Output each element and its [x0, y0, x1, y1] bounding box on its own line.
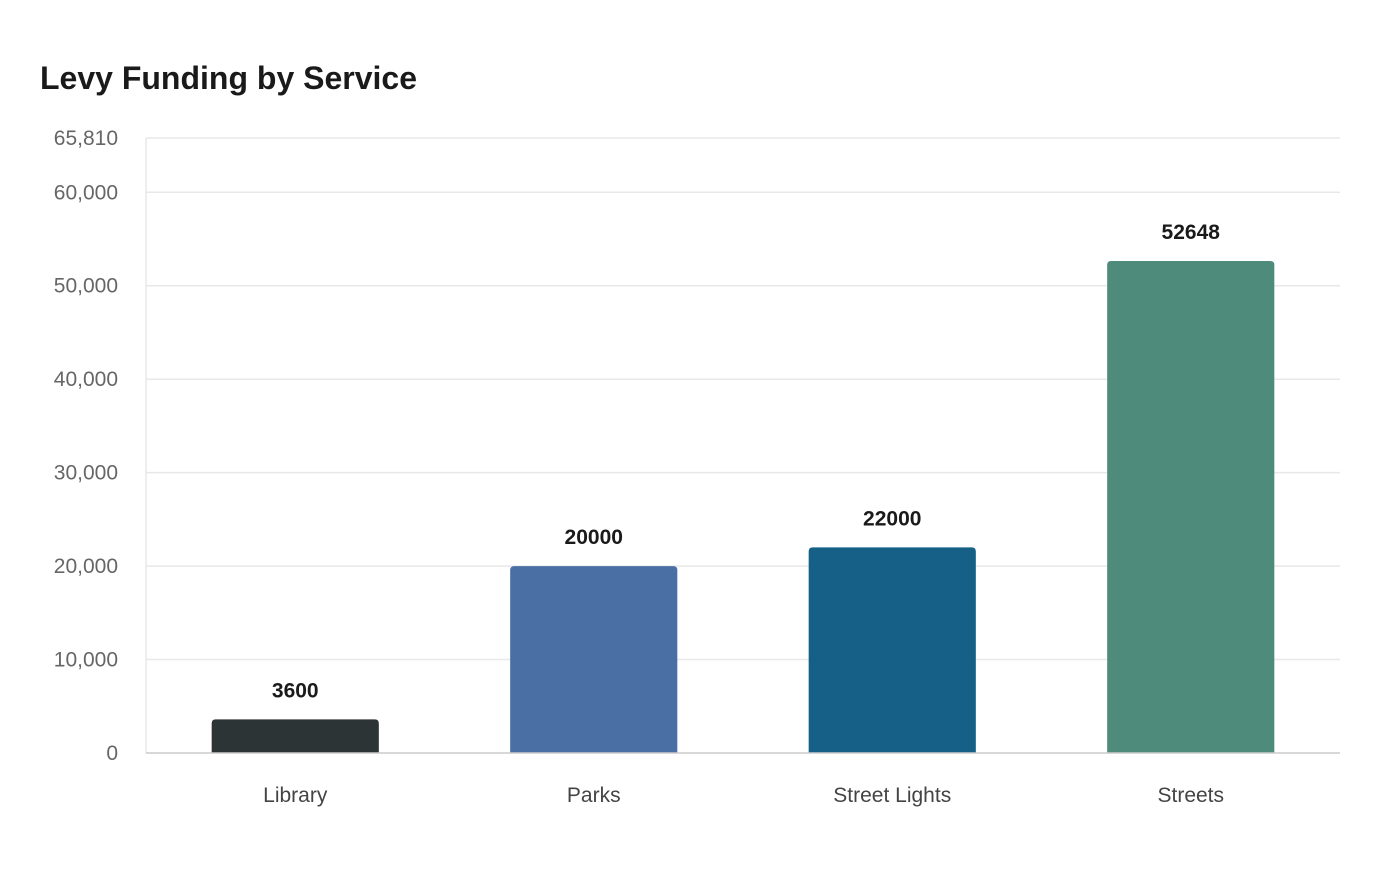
data-labels: 3600 20000 22000 52648	[272, 221, 1220, 702]
chart-title: Levy Funding by Service	[40, 60, 417, 96]
data-label: 3600	[272, 679, 319, 702]
bar-streets	[1107, 261, 1275, 753]
bar-library	[211, 719, 379, 753]
data-label: 22000	[863, 507, 921, 530]
y-tick-label: 60,000	[54, 181, 118, 204]
y-tick-label: 0	[106, 742, 118, 765]
x-tick-label: Streets	[1157, 784, 1224, 807]
x-tick-label: Street Lights	[833, 784, 951, 807]
x-tick-label: Library	[263, 784, 328, 807]
bar-street-lights	[808, 547, 976, 753]
y-tick-label: 65,810	[54, 127, 118, 150]
x-tick-label: Parks	[567, 784, 621, 807]
y-tick-label: 20,000	[54, 555, 118, 578]
y-axis: 0 10,000 20,000 30,000 40,000 50,000 60,000 65,…	[54, 127, 147, 765]
y-tick-label: 10,000	[54, 649, 118, 672]
bar-parks	[510, 566, 678, 753]
bars	[211, 261, 1275, 753]
y-tick-label: 30,000	[54, 462, 118, 485]
y-tick-label: 50,000	[54, 275, 118, 298]
grid-lines	[146, 137, 1340, 661]
data-label: 52648	[1162, 221, 1221, 244]
y-tick-label: 40,000	[54, 368, 118, 391]
data-label: 20000	[565, 526, 623, 549]
x-axis: Library Parks Street Lights Streets	[146, 752, 1340, 807]
